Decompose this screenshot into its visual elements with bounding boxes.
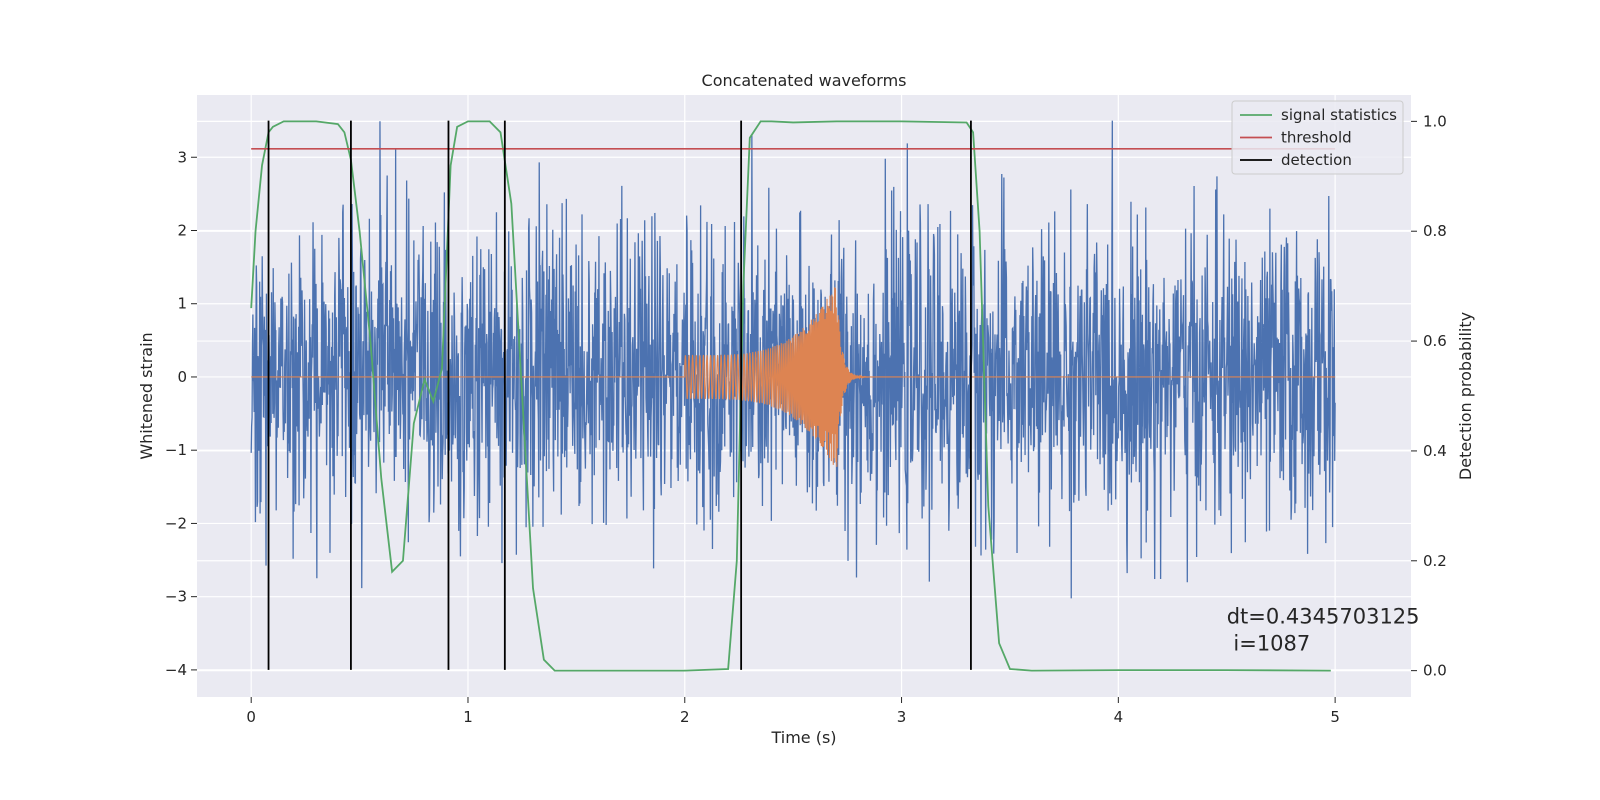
x-axis-label: Time (s)	[770, 728, 836, 747]
annotation-dt: dt=0.4345703125	[1227, 604, 1420, 628]
legend-label: signal statistics	[1281, 106, 1397, 124]
y-tick-label: −1	[165, 441, 187, 459]
y2-axis-ticks: 0.0 0.2 0.4 0.6 0.8 1.0	[1411, 112, 1447, 680]
x-tick-label: 5	[1330, 708, 1340, 726]
y-tick-label: −2	[165, 514, 187, 532]
y2-tick-label: 1.0	[1423, 112, 1447, 130]
x-tick-label: 0	[246, 708, 256, 726]
y2-tick-label: 0.0	[1423, 662, 1447, 680]
legend-label: threshold	[1281, 129, 1352, 147]
y2-tick-label: 0.4	[1423, 442, 1447, 460]
x-tick-label: 1	[463, 708, 473, 726]
x-axis-ticks: 0 1 2 3 4 5	[246, 697, 1340, 726]
legend-box	[1231, 100, 1404, 175]
annotation-index: i=1087	[1227, 631, 1311, 655]
x-tick-label: 3	[897, 708, 907, 726]
y-tick-label: −4	[165, 661, 187, 679]
y-axis-ticks: −4 −3 −2 −1 0 1 2 3	[165, 148, 197, 679]
y-axis-label: Whitened strain	[137, 332, 156, 459]
series-layer	[250, 120, 1336, 672]
y-tick-label: 1	[177, 295, 187, 313]
x-tick-label: 4	[1114, 708, 1124, 726]
y2-tick-label: 0.6	[1423, 332, 1447, 350]
y-tick-label: 3	[177, 148, 187, 166]
detection-series	[267, 120, 972, 670]
annotation: dt=0.4345703125 i=1087	[1227, 604, 1420, 655]
x-tick-label: 2	[680, 708, 690, 726]
y2-tick-label: 0.2	[1423, 552, 1447, 570]
y-tick-label: −3	[165, 588, 187, 606]
y-tick-label: 0	[177, 368, 187, 386]
y-tick-label: 2	[177, 221, 187, 239]
legend: signal statistics threshold detection	[1231, 100, 1404, 175]
y2-tick-label: 0.8	[1423, 222, 1447, 240]
legend-label: detection	[1281, 151, 1352, 169]
waveform-series	[251, 287, 1336, 467]
chart-title: Concatenated waveforms	[702, 71, 907, 90]
y2-axis-label: Detection probability	[1456, 312, 1475, 480]
